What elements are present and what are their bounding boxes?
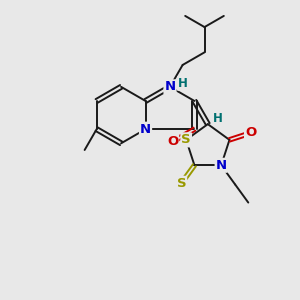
Text: O: O	[167, 135, 178, 148]
Text: N: N	[216, 159, 227, 172]
Text: N: N	[164, 80, 175, 93]
Text: H: H	[213, 112, 223, 125]
Text: N: N	[140, 123, 151, 136]
Text: H: H	[178, 77, 188, 90]
Text: O: O	[245, 127, 256, 140]
Text: S: S	[176, 177, 186, 190]
Text: S: S	[182, 133, 191, 146]
